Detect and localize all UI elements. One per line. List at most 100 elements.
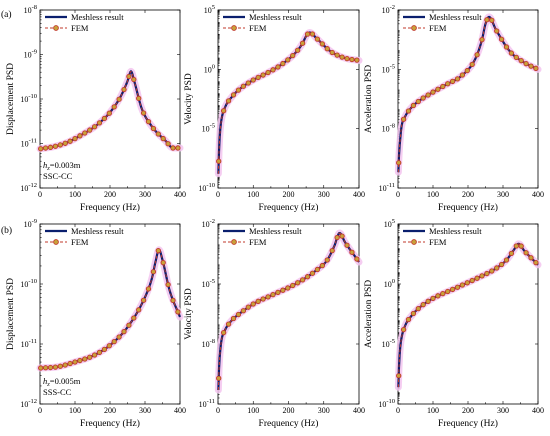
fem-marker [518, 243, 524, 249]
fem-marker [216, 158, 222, 164]
y-tick-label: 10-11 [199, 398, 215, 409]
fem-marker [309, 270, 316, 276]
fem-marker [270, 67, 276, 73]
fem-marker [47, 364, 54, 371]
y-tick-label: 10-5 [382, 338, 395, 349]
thickness-annotation: hz=0.005m [43, 376, 81, 388]
fem-marker [106, 110, 112, 116]
fem-marker [145, 119, 152, 125]
y-tick-label: 10-11 [21, 138, 37, 149]
fem-marker [479, 273, 485, 279]
fem-marker [459, 72, 466, 78]
fem-marker [116, 96, 122, 102]
x-tick-label: 100 [427, 406, 439, 415]
x-tick-label: 200 [462, 406, 474, 415]
fem-marker [498, 261, 505, 268]
fem-marker [445, 81, 451, 87]
fem-marker [87, 127, 93, 133]
legend-meshless-label: Meshless result [71, 12, 124, 22]
legend-fem-marker [231, 25, 237, 31]
x-axis-title: Frequency (Hz) [438, 202, 498, 213]
y-tick-label: 10-11 [379, 182, 395, 193]
fem-line [397, 243, 539, 388]
fem-marker [459, 282, 466, 288]
y-tick-label: 10-8 [382, 123, 395, 134]
fem-marker [304, 274, 311, 280]
fem-marker [38, 146, 44, 152]
fem-marker [309, 31, 316, 37]
fem-marker [111, 338, 117, 345]
fem-marker [405, 108, 412, 114]
fem-marker [240, 83, 247, 89]
fem-marker [42, 145, 49, 151]
fem-marker [72, 136, 78, 142]
y-tick-label: 10-9 [24, 218, 37, 229]
x-tick-label: 0 [216, 190, 220, 199]
fem-marker [275, 289, 281, 296]
y-axis-title: Acceleration PSD [364, 280, 374, 348]
legend-fem-label: FEM [249, 23, 267, 33]
y-tick-label: 10-5 [382, 63, 395, 74]
fem-line [397, 16, 539, 173]
fem-marker [344, 55, 350, 62]
fem-marker [87, 354, 93, 360]
fem-marker [52, 364, 59, 370]
y-axis-title: Velocity PSD [184, 73, 194, 125]
fem-marker [126, 322, 132, 328]
fem-marker [250, 301, 256, 307]
fem-marker [155, 247, 161, 254]
fem-marker [454, 284, 461, 290]
fem-marker [528, 63, 534, 69]
fem-marker [484, 270, 490, 277]
fem-marker [494, 265, 500, 271]
fem-marker [523, 61, 529, 67]
fem-marker [285, 285, 291, 291]
x-tick-label: 0 [38, 190, 42, 199]
subplot-b3: 0 100 200 300 400 10-10 10-5 100 105 Frequency (H… [364, 218, 544, 429]
fem-marker [469, 61, 475, 68]
x-tick-label: 0 [216, 406, 220, 415]
fem-marker [440, 290, 446, 297]
fem-marker [484, 17, 490, 23]
fem-marker [489, 17, 495, 23]
subplot-a3: 0 100 200 300 400 10-11 10-8 10-5 10-2 Frequency … [364, 4, 544, 213]
fem-marker [528, 255, 534, 261]
fem-marker [498, 36, 505, 42]
fem-marker [503, 44, 510, 50]
y-tick-label: 10-2 [382, 4, 395, 15]
meshless-line [397, 242, 539, 388]
fem-marker [255, 74, 261, 81]
fem-marker [235, 311, 242, 318]
fem-marker [334, 234, 340, 241]
fem-marker [420, 302, 426, 308]
fem-marker [62, 140, 68, 146]
legend-fem-label: FEM [71, 237, 89, 247]
fem-marker [290, 52, 296, 59]
x-tick-label: 400 [532, 406, 544, 415]
legend-fem-marker [53, 239, 59, 245]
fem-marker [474, 275, 480, 281]
fem-marker [96, 120, 103, 126]
legend-fem-label: FEM [71, 23, 89, 33]
y-tick-label: 105 [204, 4, 215, 15]
fem-marker [42, 365, 49, 371]
fem-marker [295, 47, 301, 53]
fem-marker [420, 95, 426, 101]
fem-marker [400, 326, 407, 333]
x-tick-label: 200 [104, 406, 116, 415]
fem-marker [285, 57, 291, 63]
fem-marker [57, 363, 63, 369]
fem-marker [245, 80, 251, 86]
fem-marker [464, 67, 470, 74]
fem-marker [435, 293, 441, 299]
fem-marker [126, 73, 132, 80]
fem-marker [275, 64, 281, 70]
y-tick-label: 10-10 [20, 93, 37, 104]
x-tick-label: 300 [318, 190, 330, 199]
fem-marker [265, 294, 271, 300]
fem-marker [150, 269, 157, 275]
